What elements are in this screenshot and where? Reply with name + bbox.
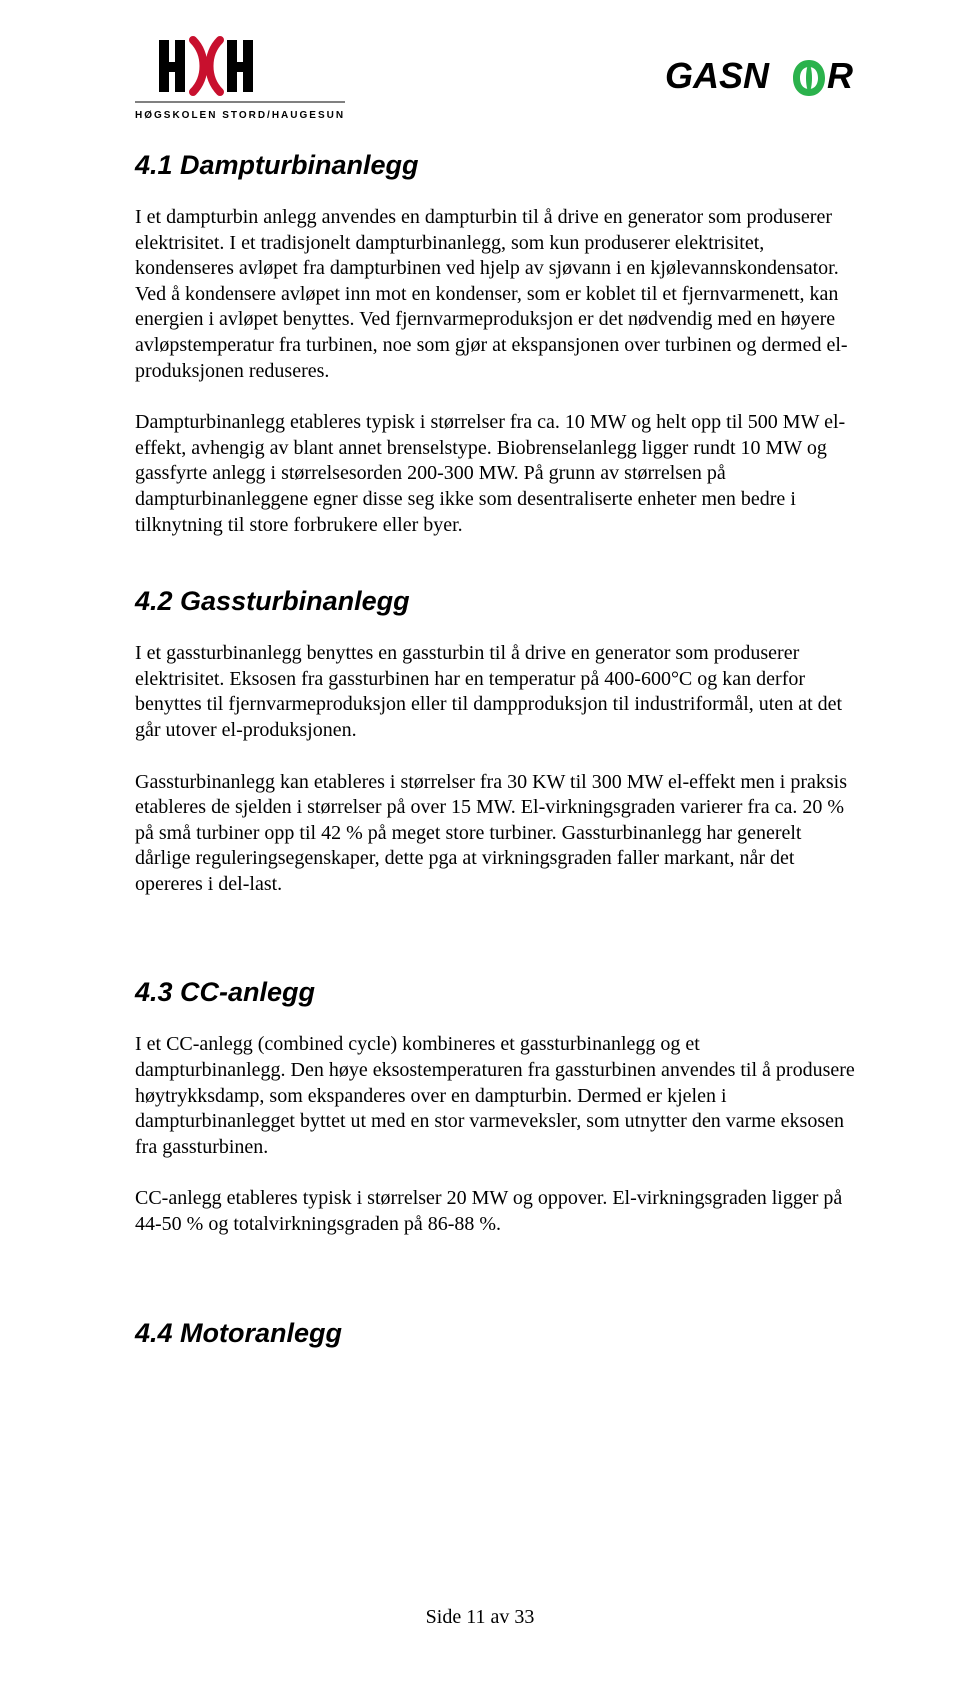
svg-text:R: R	[827, 55, 853, 96]
heading-4-3: 4.3 CC-anlegg	[135, 977, 855, 1008]
hsh-logo-text: HØGSKOLEN STORD/HAUGESUND	[135, 110, 345, 121]
hsh-logo: HØGSKOLEN STORD/HAUGESUND	[135, 30, 345, 130]
heading-4-2: 4.2 Gassturbinanlegg	[135, 586, 855, 617]
heading-4-4: 4.4 Motoranlegg	[135, 1318, 855, 1349]
header-logos: HØGSKOLEN STORD/HAUGESUND GASN R	[135, 30, 855, 140]
svg-text:GASN: GASN	[665, 55, 770, 96]
paragraph: I et gassturbinanlegg benyttes en gasstu…	[135, 641, 855, 743]
page-footer: Side 11 av 33	[0, 1606, 960, 1629]
paragraph: Gassturbinanlegg kan etableres i størrel…	[135, 770, 855, 898]
document-page: HØGSKOLEN STORD/HAUGESUND GASN R 4.1 Dam…	[0, 0, 960, 1689]
paragraph: I et dampturbin anlegg anvendes en dampt…	[135, 205, 855, 384]
paragraph: I et CC-anlegg (combined cycle) kombiner…	[135, 1032, 855, 1160]
heading-4-1: 4.1 Dampturbinanlegg	[135, 150, 855, 181]
paragraph: CC-anlegg etableres typisk i størrelser …	[135, 1186, 855, 1237]
paragraph: Dampturbinanlegg etableres typisk i stør…	[135, 410, 855, 538]
gasnor-logo: GASN R	[665, 54, 855, 107]
